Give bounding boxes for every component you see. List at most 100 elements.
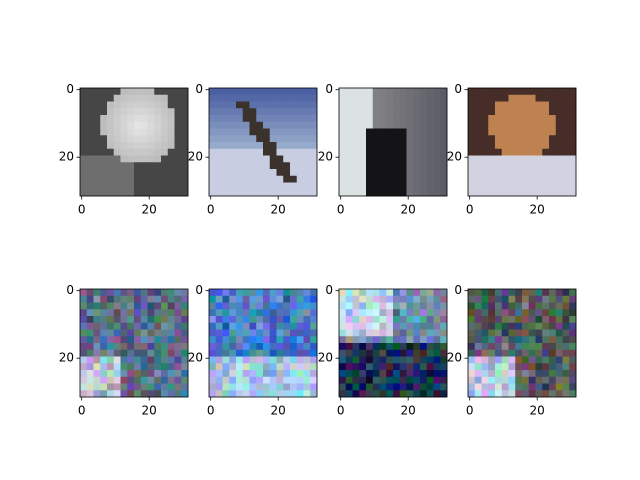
pixel xyxy=(426,169,434,177)
pixel xyxy=(181,322,189,330)
pixel xyxy=(468,309,476,317)
pixel xyxy=(269,289,277,297)
pixel xyxy=(426,289,434,297)
pixel xyxy=(93,88,101,96)
pixel xyxy=(303,115,311,123)
pixel xyxy=(495,101,503,109)
pixel xyxy=(433,336,441,344)
pixel xyxy=(372,169,380,177)
pixel xyxy=(352,295,360,303)
pixel xyxy=(310,376,318,384)
pixel xyxy=(413,356,421,364)
pixel xyxy=(488,336,496,344)
pixel xyxy=(174,155,182,163)
pixel xyxy=(93,189,101,197)
pixel xyxy=(399,390,407,398)
pixel xyxy=(495,108,503,116)
pixel xyxy=(107,94,115,102)
pixel xyxy=(393,390,401,398)
pixel xyxy=(468,316,476,324)
pixel xyxy=(290,162,298,170)
pixel xyxy=(127,295,135,303)
pixel xyxy=(263,162,271,170)
pixel xyxy=(290,88,298,96)
pixel xyxy=(283,329,291,337)
pixel xyxy=(379,309,387,317)
pixel xyxy=(345,128,353,136)
pixel xyxy=(263,376,271,384)
pixel xyxy=(269,128,277,136)
pixel xyxy=(366,182,374,190)
pixel xyxy=(290,363,298,371)
pixel xyxy=(549,302,557,310)
pixel xyxy=(167,349,175,357)
pixel xyxy=(93,383,101,391)
pixel xyxy=(549,336,557,344)
pixel xyxy=(515,135,523,143)
pixel xyxy=(345,155,353,163)
pixel xyxy=(433,108,441,116)
pixel xyxy=(386,363,394,371)
pixel xyxy=(167,175,175,183)
pixel xyxy=(555,148,563,156)
pixel xyxy=(522,343,530,351)
pixel xyxy=(86,295,94,303)
pixel xyxy=(80,363,88,371)
pixel xyxy=(522,128,530,136)
pixel xyxy=(154,383,162,391)
pixel xyxy=(147,390,155,398)
pixel xyxy=(495,162,503,170)
pixel xyxy=(379,94,387,102)
pixel xyxy=(276,376,284,384)
pixel xyxy=(161,349,169,357)
pixel xyxy=(386,182,394,190)
pixel xyxy=(222,115,230,123)
pixel xyxy=(310,121,318,129)
pixel xyxy=(569,390,577,398)
pixel xyxy=(474,356,482,364)
pixel xyxy=(154,162,162,170)
pixel xyxy=(413,121,421,129)
pixel xyxy=(222,343,230,351)
pixel xyxy=(100,189,108,197)
pixel xyxy=(468,162,476,170)
pixel xyxy=(100,108,108,116)
pixel xyxy=(303,363,311,371)
pixel xyxy=(468,175,476,183)
pixel xyxy=(393,295,401,303)
pixel xyxy=(154,322,162,330)
pixel xyxy=(222,189,230,197)
pixel xyxy=(420,128,428,136)
pixel xyxy=(515,295,523,303)
pixel xyxy=(399,128,407,136)
pixel xyxy=(107,376,115,384)
pixel xyxy=(488,101,496,109)
pixel xyxy=(474,88,482,96)
pixel xyxy=(174,135,182,143)
pixel xyxy=(242,182,250,190)
pixel xyxy=(174,169,182,177)
pixel xyxy=(372,370,380,378)
pixel xyxy=(80,370,88,378)
pixel xyxy=(488,94,496,102)
pixel xyxy=(420,356,428,364)
pixel xyxy=(393,349,401,357)
pixel xyxy=(161,356,169,364)
pixel xyxy=(229,289,237,297)
pixel xyxy=(161,363,169,371)
pixel xyxy=(549,135,557,143)
pixel xyxy=(93,322,101,330)
pixel xyxy=(426,182,434,190)
pixel xyxy=(399,182,407,190)
pixel xyxy=(426,142,434,150)
pixel xyxy=(167,309,175,317)
pixel xyxy=(80,329,88,337)
pixel xyxy=(528,322,536,330)
pixel xyxy=(80,162,88,170)
pixel xyxy=(154,155,162,163)
pixel xyxy=(468,329,476,337)
y-tick-label: 0 xyxy=(195,82,203,96)
pixel xyxy=(290,343,298,351)
pixel xyxy=(433,376,441,384)
pixel xyxy=(154,336,162,344)
